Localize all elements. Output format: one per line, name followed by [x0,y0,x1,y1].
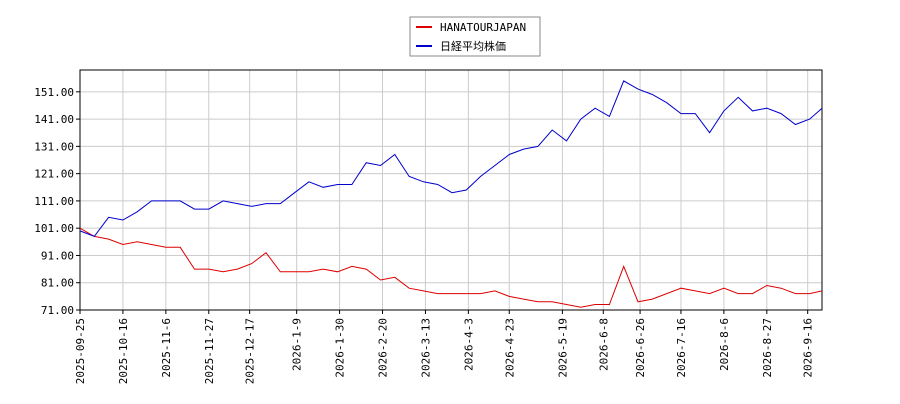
x-tick-label: 2026-5-19 [556,318,569,378]
x-tick-label: 2025-11-27 [203,318,216,384]
x-tick-label: 2026-4-23 [503,318,516,378]
x-tick-label: 2026-8-27 [761,318,774,378]
x-tick-label: 2026-1-9 [291,318,304,371]
x-tick-label: 2025-12-17 [244,318,257,384]
x-tick-label: 2026-1-30 [334,318,347,378]
legend: HANATOURJAPAN 日経平均株価 [409,16,541,57]
line-series [79,80,823,238]
legend-label: 日経平均株価 [440,39,506,53]
y-tick-label: 111.00 [34,195,74,208]
y-tick-label: 141.00 [34,113,74,126]
y-tick-label: 81.00 [41,277,74,290]
plot-border [79,69,823,311]
x-tick-label: 2026-3-13 [419,318,432,378]
plot-area [79,69,823,311]
y-tick-label: 101.00 [34,222,74,235]
x-tick-label: 2025-09-25 [74,318,87,384]
y-tick-label: 71.00 [41,304,74,317]
y-tick-label: 121.00 [34,168,74,181]
x-tick-label: 2026-6-26 [634,318,647,378]
x-tick-label: 2026-4-3 [462,318,475,371]
x-tick-label: 2026-8-6 [718,318,731,371]
legend-label: HANATOURJAPAN [440,21,526,34]
line-series [79,227,823,308]
x-tick-label: 2026-2-20 [377,318,390,378]
x-tick-label: 2026-9-16 [802,318,815,378]
y-tick-label: 151.00 [34,86,74,99]
x-tick-label: 2025-11-6 [160,318,173,378]
y-tick-label: 91.00 [41,249,74,262]
x-tick-label: 2026-7-16 [675,318,688,378]
x-tick-label: 2026-6-8 [597,318,610,371]
legend-box [409,16,541,57]
x-tick-label: 2025-10-16 [117,318,130,384]
y-tick-label: 131.00 [34,140,74,153]
